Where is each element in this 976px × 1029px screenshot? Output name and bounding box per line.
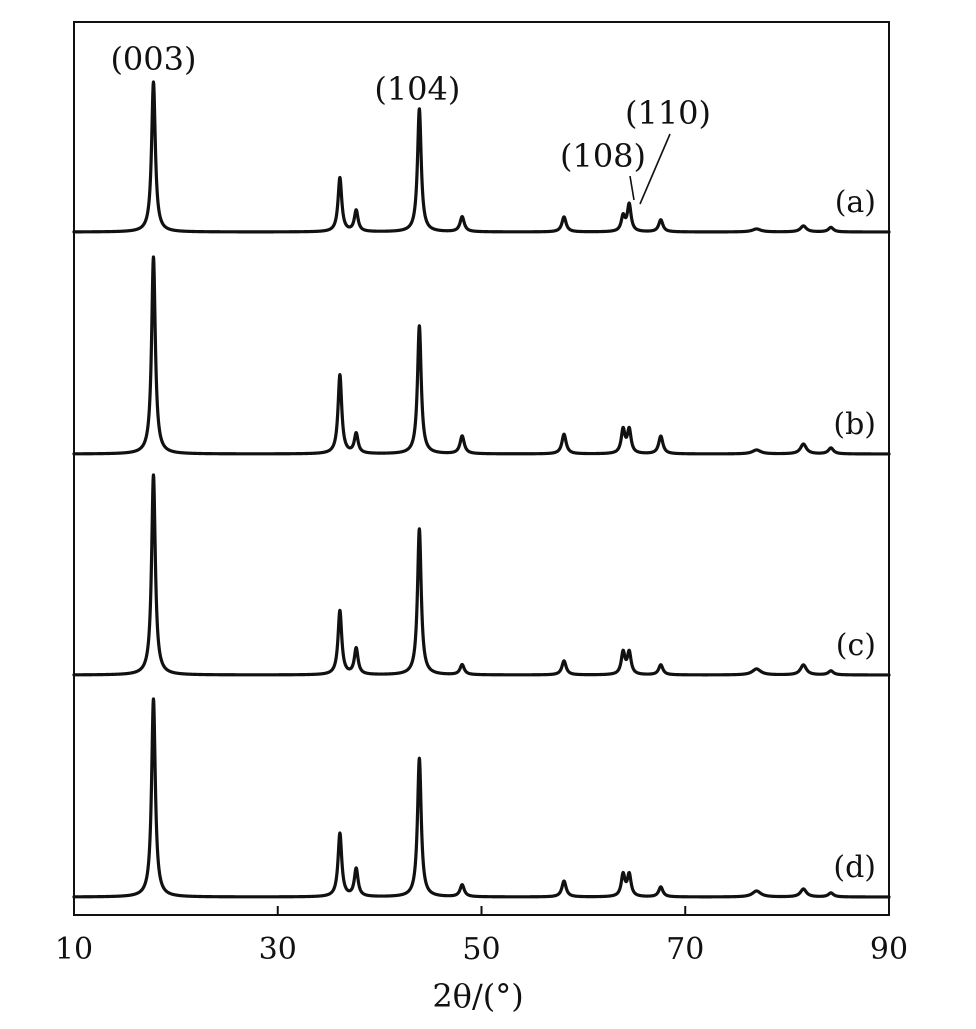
x-tick-label: 30 [259, 932, 297, 967]
hkl-label: (104) [374, 70, 460, 108]
trace-a [72, 80, 891, 234]
trace-c [72, 473, 891, 677]
plot-frame [73, 21, 890, 916]
curve-label-b: (b) [833, 407, 876, 442]
hkl-label: (108) [560, 137, 646, 175]
x-axis-ticks [73, 906, 890, 915]
trace-b [72, 255, 891, 456]
hkl-label: (003) [110, 40, 196, 78]
diffraction-traces [72, 80, 891, 899]
curve-label-d: (d) [833, 850, 876, 885]
leader-108 [629, 175, 635, 201]
x-tick-label: 50 [462, 932, 500, 967]
x-tick-label: 10 [55, 932, 93, 967]
x-tick-label: 70 [666, 932, 704, 967]
miller-index-annotations: (003) (104) (108) (110) [110, 40, 711, 205]
curve-labels: (a) (b) (c) (d) [833, 185, 876, 885]
curve-label-c: (c) [836, 628, 876, 663]
x-axis-tick-labels: 10 30 50 70 90 [55, 932, 908, 967]
x-tick-label: 90 [870, 932, 908, 967]
x-axis-label: 2θ/(°) [432, 977, 523, 1015]
trace-d [72, 697, 891, 899]
curve-label-a: (a) [835, 185, 876, 220]
hkl-label: (110) [625, 94, 711, 132]
leader-110 [639, 133, 671, 205]
